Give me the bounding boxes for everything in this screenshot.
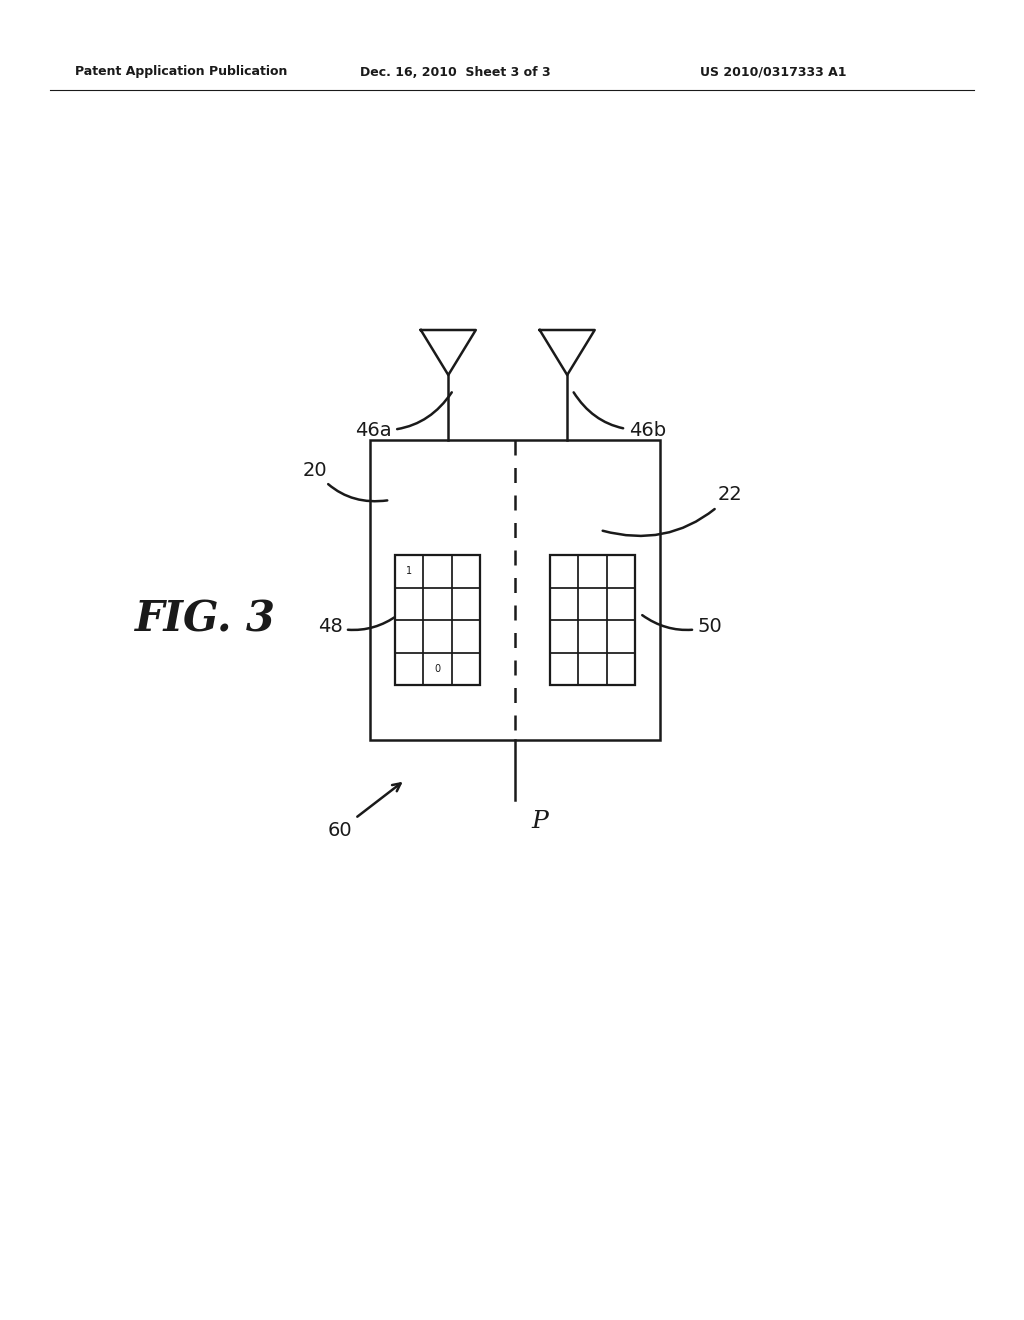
Text: 22: 22: [603, 486, 742, 536]
Text: US 2010/0317333 A1: US 2010/0317333 A1: [700, 66, 847, 78]
Text: 46b: 46b: [573, 392, 666, 440]
Bar: [550, 554, 635, 685]
Text: P: P: [531, 810, 549, 833]
Text: 46a: 46a: [355, 392, 452, 440]
Bar: [395, 554, 480, 685]
Text: Patent Application Publication: Patent Application Publication: [75, 66, 288, 78]
Text: 1: 1: [407, 566, 413, 577]
Text: 50: 50: [642, 615, 722, 636]
Text: 20: 20: [303, 461, 387, 502]
Text: 60: 60: [328, 783, 400, 840]
Text: 48: 48: [317, 615, 397, 636]
Bar: [370, 440, 660, 741]
Text: Dec. 16, 2010  Sheet 3 of 3: Dec. 16, 2010 Sheet 3 of 3: [360, 66, 551, 78]
Text: 0: 0: [434, 664, 440, 673]
Text: FIG. 3: FIG. 3: [135, 599, 276, 642]
